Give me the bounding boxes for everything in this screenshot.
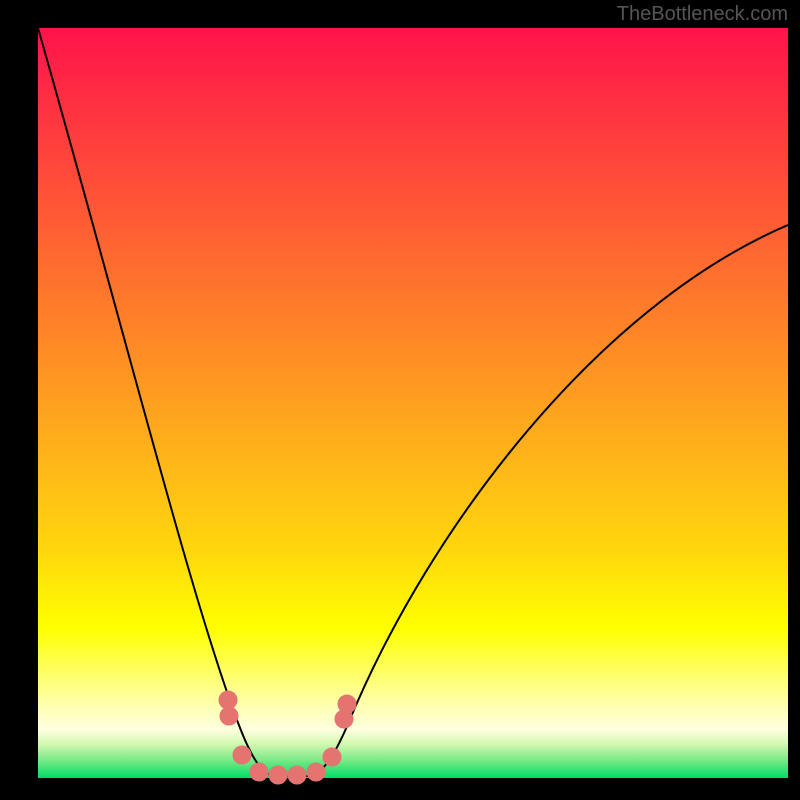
curve-marker [323, 748, 341, 766]
plot-area-gradient [38, 28, 788, 778]
curve-marker [250, 763, 268, 781]
curve-marker [307, 763, 325, 781]
curve-marker [219, 691, 237, 709]
bottleneck-chart: TheBottleneck.com [0, 0, 800, 800]
curve-marker [220, 707, 238, 725]
curve-marker [338, 695, 356, 713]
watermark-text: TheBottleneck.com [617, 3, 788, 25]
curve-marker [269, 766, 287, 784]
curve-marker [288, 766, 306, 784]
curve-marker [233, 746, 251, 764]
